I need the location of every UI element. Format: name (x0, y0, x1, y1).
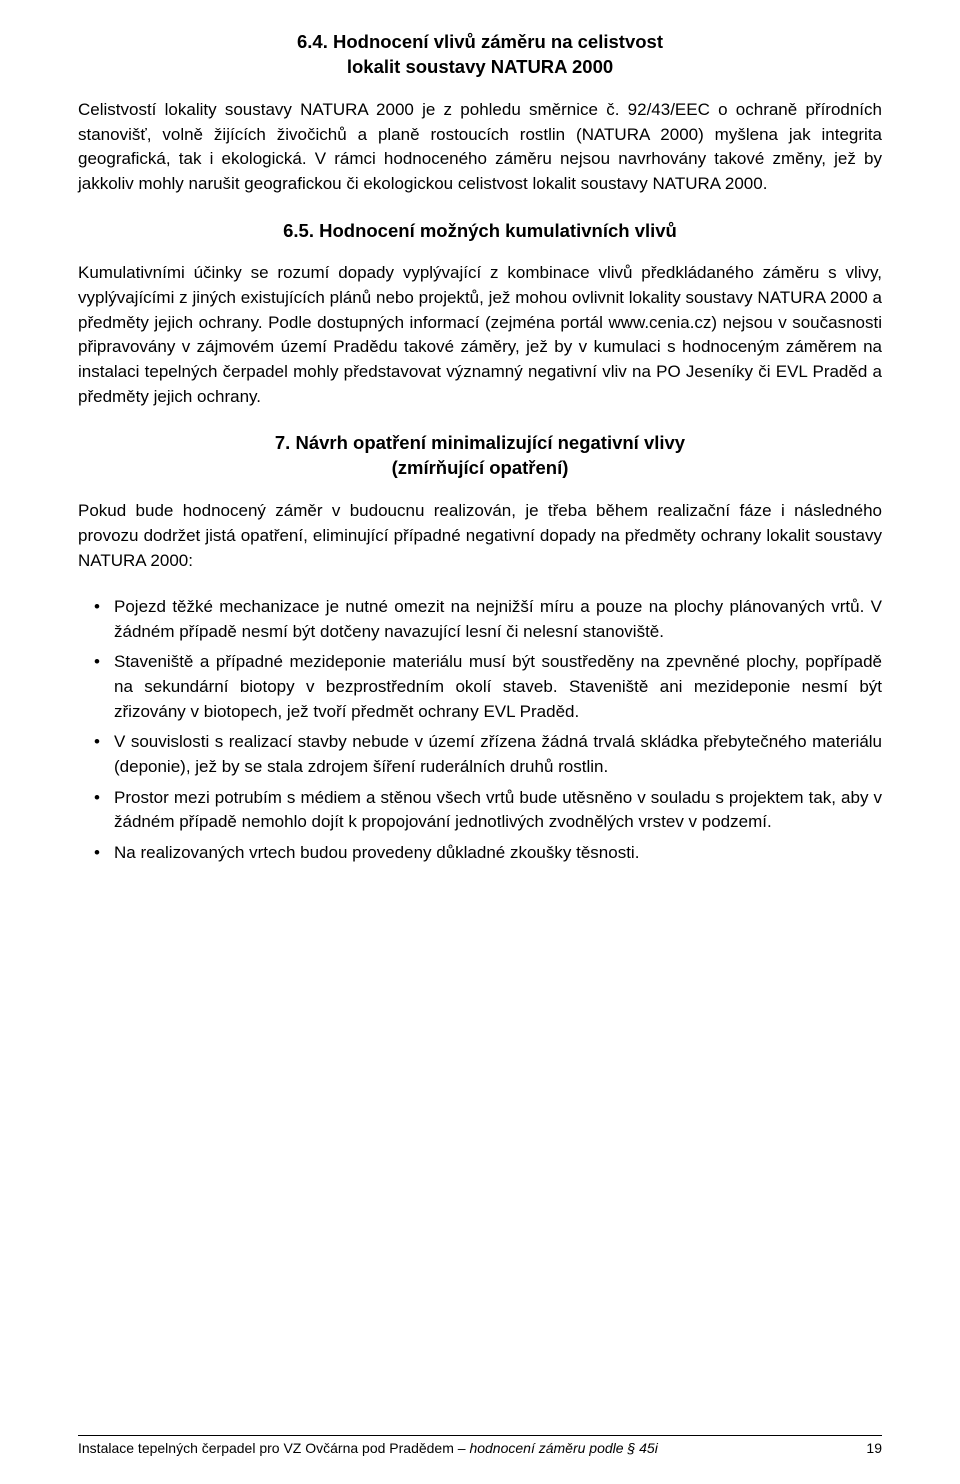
section-7-bullet-list: Pojezd těžké mechanizace je nutné omezit… (78, 595, 882, 865)
footer-text-italic: hodnocení záměru podle § 45i (469, 1440, 657, 1456)
document-page: 6.4. Hodnocení vlivů záměru na celistvos… (0, 0, 960, 1484)
list-item: Staveniště a případné mezideponie materi… (94, 650, 882, 724)
heading-line-1: 7. Návrh opatření minimalizující negativ… (275, 432, 685, 453)
list-item: Pojezd těžké mechanizace je nutné omezit… (94, 595, 882, 644)
section-7-heading: 7. Návrh opatření minimalizující negativ… (78, 431, 882, 481)
heading-line-2: lokalit soustavy NATURA 2000 (347, 56, 613, 77)
section-6-5-paragraph: Kumulativními účinky se rozumí dopady vy… (78, 261, 882, 409)
footer-line: Instalace tepelných čerpadel pro VZ Ovčá… (78, 1440, 882, 1456)
footer-rule (78, 1435, 882, 1436)
section-7-intro: Pokud bude hodnocený záměr v budoucnu re… (78, 499, 882, 573)
heading-line-2: (zmírňující opatření) (392, 457, 569, 478)
page-footer: Instalace tepelných čerpadel pro VZ Ovčá… (78, 1435, 882, 1456)
list-item: V souvislosti s realizací stavby nebude … (94, 730, 882, 779)
page-number: 19 (866, 1440, 882, 1456)
section-6-4-heading: 6.4. Hodnocení vlivů záměru na celistvos… (78, 30, 882, 80)
list-item: Na realizovaných vrtech budou provedeny … (94, 841, 882, 866)
list-item: Prostor mezi potrubím s médiem a stěnou … (94, 786, 882, 835)
heading-line-1: 6.4. Hodnocení vlivů záměru na celistvos… (297, 31, 663, 52)
section-6-5-heading: 6.5. Hodnocení možných kumulativních vli… (78, 219, 882, 244)
footer-text-plain: Instalace tepelných čerpadel pro VZ Ovčá… (78, 1440, 469, 1456)
section-6-4-paragraph: Celistvostí lokality soustavy NATURA 200… (78, 98, 882, 197)
footer-left: Instalace tepelných čerpadel pro VZ Ovčá… (78, 1440, 658, 1456)
